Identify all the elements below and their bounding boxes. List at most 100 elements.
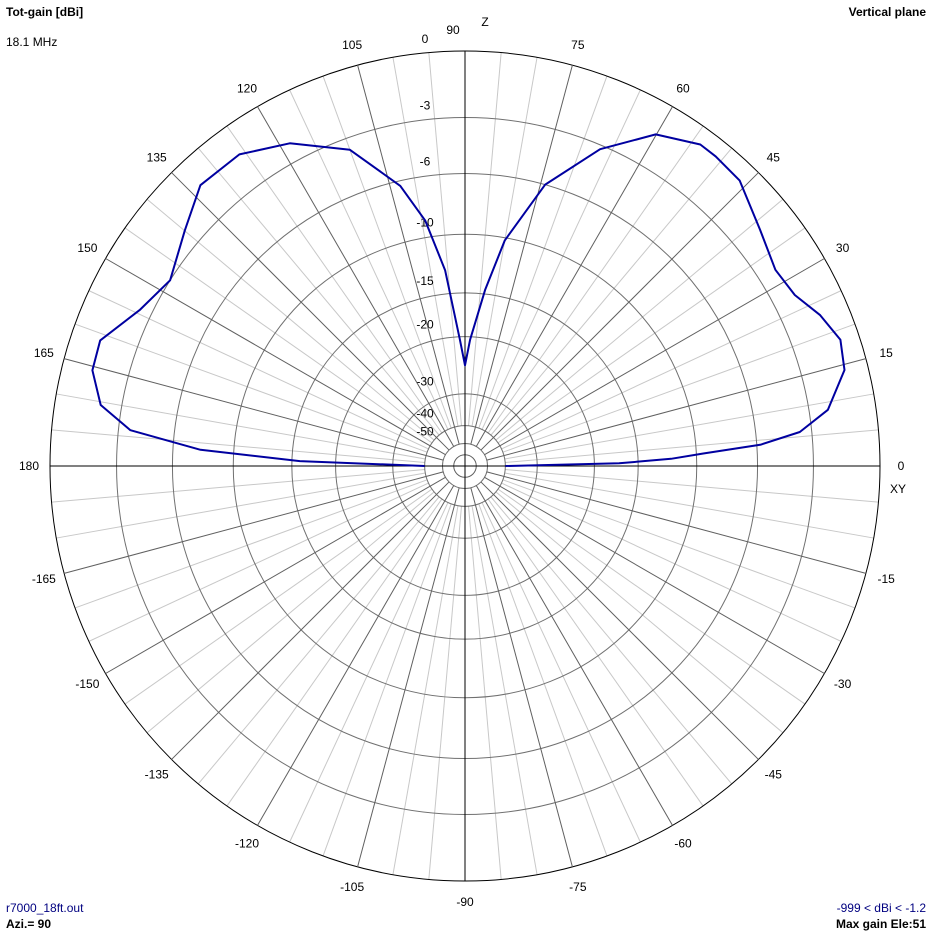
minor-spoke bbox=[289, 502, 449, 843]
angle-tick-label: 90 bbox=[446, 23, 460, 37]
angle-tick-label: 165 bbox=[34, 346, 54, 360]
file-label: r7000_18ft.out bbox=[6, 901, 84, 915]
angle-tick-label: 0 bbox=[898, 459, 905, 473]
major-spoke bbox=[486, 471, 866, 574]
minor-spoke bbox=[468, 52, 502, 426]
max-gain-label: Max gain Ele:51 bbox=[836, 917, 926, 931]
major-spoke bbox=[480, 172, 759, 451]
angle-tick-label: 180 bbox=[19, 459, 39, 473]
angle-tick-label: -150 bbox=[75, 677, 99, 691]
r-tick-label: -15 bbox=[416, 274, 434, 288]
minor-spoke bbox=[146, 198, 435, 441]
angle-tick-label: 30 bbox=[836, 241, 850, 255]
minor-spoke bbox=[74, 323, 428, 453]
major-spoke bbox=[171, 172, 450, 451]
minor-spoke bbox=[504, 393, 874, 460]
minor-spoke bbox=[505, 429, 879, 463]
minor-spoke bbox=[74, 479, 428, 609]
minor-spoke bbox=[124, 488, 433, 705]
minor-spoke bbox=[51, 469, 425, 503]
minor-spoke bbox=[497, 227, 806, 444]
z-axis-label: Z bbox=[481, 15, 488, 29]
major-spoke bbox=[470, 487, 573, 867]
minor-spoke bbox=[490, 147, 733, 436]
major-spoke bbox=[475, 106, 673, 447]
angle-tick-label: 75 bbox=[571, 38, 585, 52]
minor-spoke bbox=[88, 482, 429, 642]
minor-spoke bbox=[428, 52, 462, 426]
minor-spoke bbox=[478, 75, 608, 429]
major-spoke bbox=[105, 476, 446, 674]
xy-axis-label: XY bbox=[890, 482, 906, 496]
minor-spoke bbox=[487, 125, 704, 434]
minor-spoke bbox=[428, 506, 462, 880]
angle-tick-label: -105 bbox=[340, 880, 364, 894]
major-spoke bbox=[257, 485, 455, 826]
angle-tick-label: 60 bbox=[676, 81, 690, 95]
pattern-line bbox=[91, 133, 846, 467]
minor-spoke bbox=[88, 290, 429, 450]
major-spoke bbox=[484, 258, 825, 456]
plane-label: Vertical plane bbox=[849, 5, 927, 19]
minor-spoke bbox=[392, 57, 459, 427]
r-tick-label: -20 bbox=[416, 318, 434, 332]
minor-spoke bbox=[501, 482, 842, 642]
major-spoke bbox=[475, 485, 673, 826]
major-spoke bbox=[171, 481, 450, 760]
minor-spoke bbox=[481, 502, 641, 843]
angle-tick-label: 45 bbox=[767, 151, 781, 165]
angle-tick-label: 135 bbox=[147, 151, 167, 165]
minor-spoke bbox=[502, 323, 856, 453]
angle-tick-label: 105 bbox=[342, 38, 362, 52]
angle-tick-label: -90 bbox=[456, 895, 474, 909]
minor-spoke bbox=[490, 496, 733, 785]
r-tick-label: 0 bbox=[422, 32, 429, 46]
minor-spoke bbox=[495, 491, 784, 734]
subtitle: 18.1 MHz bbox=[6, 35, 57, 49]
major-spoke bbox=[64, 358, 444, 461]
minor-spoke bbox=[392, 505, 459, 875]
major-spoke bbox=[480, 481, 759, 760]
major-spoke bbox=[257, 106, 455, 447]
minor-spoke bbox=[487, 498, 704, 807]
angle-tick-label: -45 bbox=[765, 767, 783, 781]
r-tick-label: -6 bbox=[420, 154, 431, 168]
minor-spoke bbox=[497, 488, 806, 705]
minor-spoke bbox=[322, 503, 452, 857]
major-spoke bbox=[64, 471, 444, 574]
minor-spoke bbox=[197, 496, 440, 785]
major-spoke bbox=[105, 258, 446, 456]
angle-tick-label: -15 bbox=[877, 572, 895, 586]
major-spoke bbox=[357, 487, 460, 867]
minor-spoke bbox=[468, 506, 502, 880]
angle-tick-label: 150 bbox=[77, 241, 97, 255]
minor-spoke bbox=[197, 147, 440, 436]
angle-tick-label: 15 bbox=[879, 346, 893, 360]
angle-tick-label: -60 bbox=[674, 837, 692, 851]
r-tick-label: -3 bbox=[420, 99, 431, 113]
minor-spoke bbox=[226, 498, 443, 807]
angle-tick-label: -30 bbox=[834, 677, 852, 691]
angle-tick-label: 120 bbox=[237, 81, 257, 95]
major-spoke bbox=[470, 65, 573, 445]
chart-title: Tot-gain [dBi] bbox=[6, 5, 83, 19]
minor-spoke bbox=[322, 75, 452, 429]
angle-tick-label: -120 bbox=[235, 837, 259, 851]
major-spoke bbox=[357, 65, 460, 445]
minor-spoke bbox=[146, 491, 435, 734]
minor-spoke bbox=[51, 429, 425, 463]
minor-spoke bbox=[56, 393, 426, 460]
minor-spoke bbox=[502, 479, 856, 609]
azimuth-label: Azi.= 90 bbox=[6, 917, 51, 931]
minor-spoke bbox=[504, 472, 874, 539]
minor-spoke bbox=[505, 469, 879, 503]
angle-tick-label: -135 bbox=[145, 767, 169, 781]
minor-spoke bbox=[124, 227, 433, 444]
range-label: -999 < dBi < -1.2 bbox=[837, 901, 927, 915]
minor-spoke bbox=[226, 125, 443, 434]
minor-spoke bbox=[478, 503, 608, 857]
minor-spoke bbox=[501, 290, 842, 450]
angle-tick-label: -165 bbox=[32, 572, 56, 586]
r-tick-label: -50 bbox=[416, 424, 434, 438]
